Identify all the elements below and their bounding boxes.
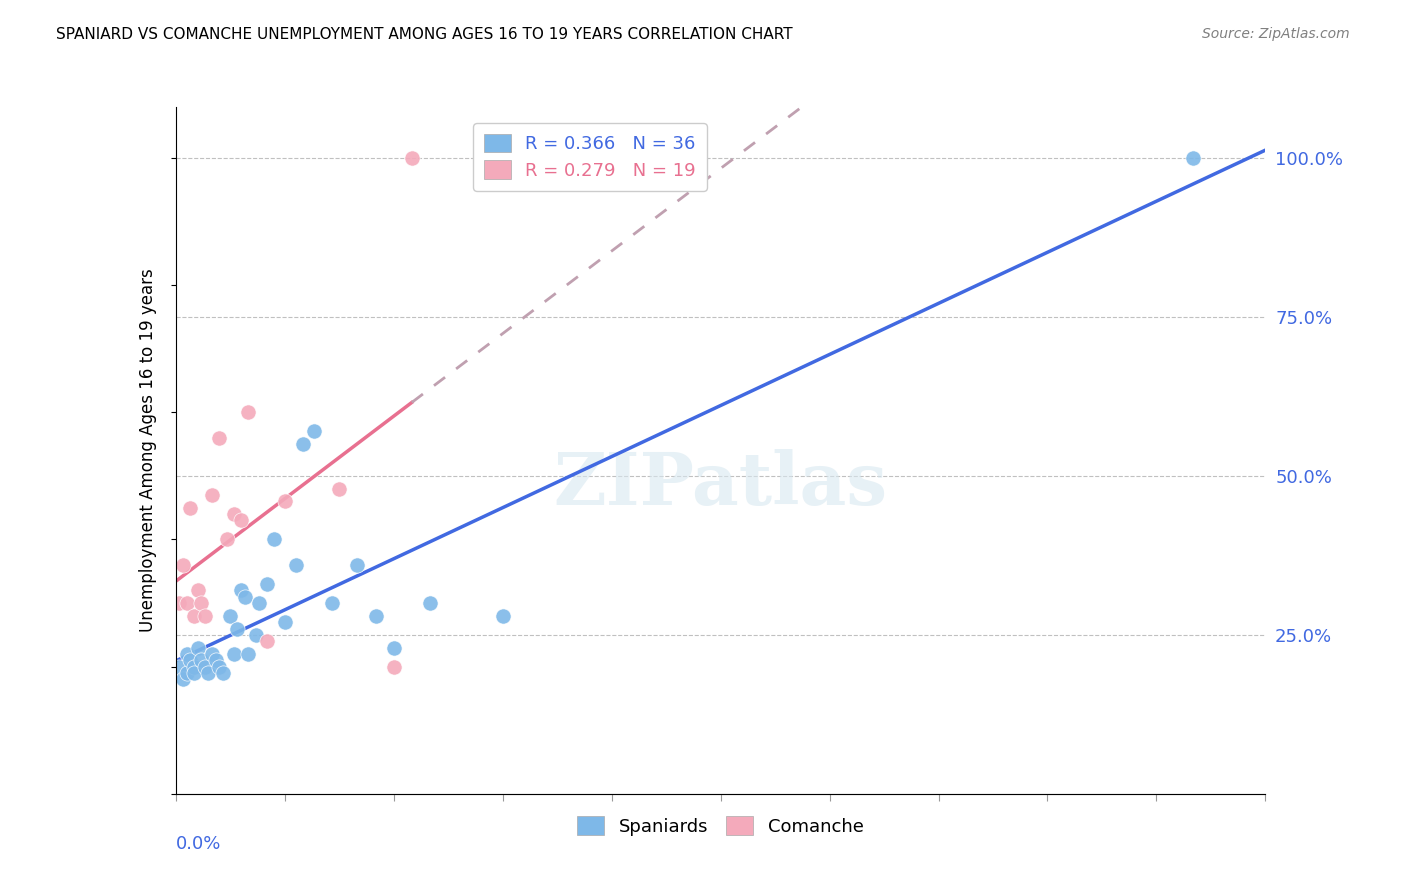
Point xyxy=(169,659,191,673)
Point xyxy=(222,647,245,661)
Point xyxy=(215,533,238,547)
Legend: Spaniards, Comanche: Spaniards, Comanche xyxy=(567,805,875,847)
Point xyxy=(179,653,201,667)
Point xyxy=(219,608,242,623)
Point xyxy=(364,608,387,623)
Point xyxy=(492,608,515,623)
Point xyxy=(238,647,260,661)
Point xyxy=(212,666,235,681)
Point xyxy=(256,577,278,591)
Point xyxy=(302,425,325,439)
Text: Source: ZipAtlas.com: Source: ZipAtlas.com xyxy=(1202,27,1350,41)
Point xyxy=(245,628,267,642)
Y-axis label: Unemployment Among Ages 16 to 19 years: Unemployment Among Ages 16 to 19 years xyxy=(139,268,157,632)
Point xyxy=(274,494,297,508)
Point xyxy=(194,608,217,623)
Text: 0.0%: 0.0% xyxy=(176,835,221,853)
Point xyxy=(197,666,219,681)
Point xyxy=(186,640,209,655)
Point xyxy=(256,634,278,648)
Point xyxy=(183,659,205,673)
Text: ZIPatlas: ZIPatlas xyxy=(554,450,887,520)
Point xyxy=(190,653,212,667)
Point xyxy=(201,488,224,502)
Point xyxy=(222,507,245,521)
Point xyxy=(179,500,201,515)
Point xyxy=(233,590,256,604)
Text: SPANIARD VS COMANCHE UNEMPLOYMENT AMONG AGES 16 TO 19 YEARS CORRELATION CHART: SPANIARD VS COMANCHE UNEMPLOYMENT AMONG … xyxy=(56,27,793,42)
Point xyxy=(176,596,198,610)
Point xyxy=(226,622,249,636)
Point xyxy=(274,615,297,630)
Point xyxy=(346,558,368,572)
Point xyxy=(176,647,198,661)
Point xyxy=(201,647,224,661)
Point xyxy=(172,673,194,687)
Point xyxy=(382,640,405,655)
Point xyxy=(247,596,270,610)
Point xyxy=(183,666,205,681)
Point xyxy=(172,558,194,572)
Point xyxy=(321,596,343,610)
Point xyxy=(401,151,423,165)
Point xyxy=(382,659,405,673)
Point xyxy=(263,533,285,547)
Point xyxy=(231,583,253,598)
Point xyxy=(208,431,231,445)
Point xyxy=(419,596,441,610)
Point xyxy=(204,653,226,667)
Point xyxy=(231,513,253,527)
Point xyxy=(284,558,307,572)
Point xyxy=(176,666,198,681)
Point xyxy=(208,659,231,673)
Point xyxy=(169,596,191,610)
Point xyxy=(194,659,217,673)
Point xyxy=(183,608,205,623)
Point xyxy=(328,482,350,496)
Point xyxy=(186,583,209,598)
Point xyxy=(190,596,212,610)
Point xyxy=(238,405,260,419)
Point xyxy=(291,437,314,451)
Point xyxy=(1181,151,1204,165)
